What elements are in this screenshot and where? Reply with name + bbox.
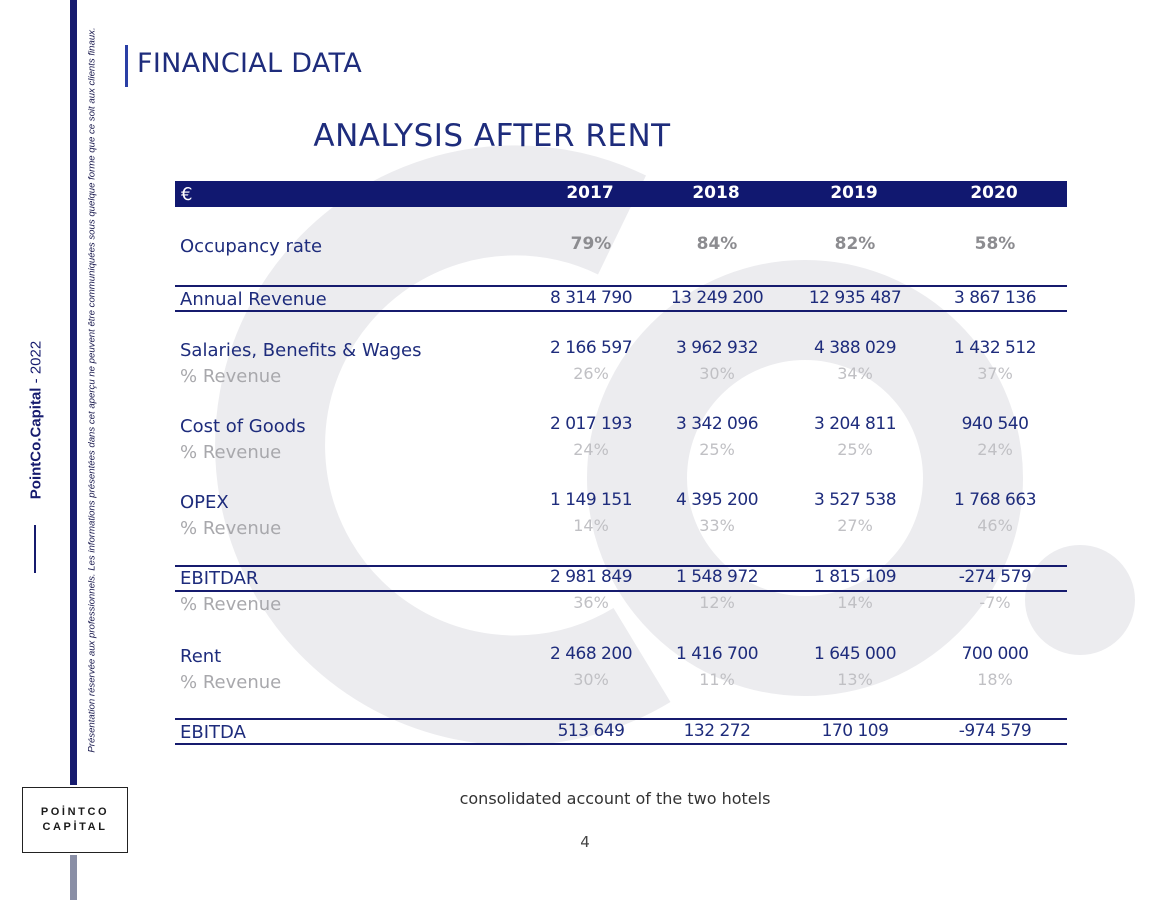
revenue-value: 3 867 136 xyxy=(953,288,1037,308)
ebitda-value: 170 109 xyxy=(821,721,889,741)
salaries-pct: 26% xyxy=(573,364,609,383)
cogs-value: 2 017 193 xyxy=(549,414,633,434)
salaries-value: 4 388 029 xyxy=(813,338,897,358)
brand-vertical-label: PointCo.Capital - 2022 xyxy=(28,341,45,499)
row-divider xyxy=(175,743,1067,745)
cogs-value: 3 204 811 xyxy=(813,414,897,434)
cogs-pct: 24% xyxy=(573,440,609,459)
logo-line-2: CAPİTAL xyxy=(42,821,108,833)
ebitdar-value: 2 981 849 xyxy=(549,567,633,587)
year-header: 2020 xyxy=(970,183,1018,203)
row-label-opex: OPEX xyxy=(180,492,229,513)
logo-line-1: POİNTCO xyxy=(40,806,110,818)
ebitda-value: 513 649 xyxy=(557,721,625,741)
rent-value: 2 468 200 xyxy=(549,644,633,664)
pct-revenue-label: % Revenue xyxy=(180,518,282,539)
cogs-value: 3 342 096 xyxy=(675,414,759,434)
ebitdar-pct: 12% xyxy=(699,593,735,612)
company-logo: POİNTCO CAPİTAL xyxy=(22,787,128,853)
opex-pct: 14% xyxy=(573,516,609,535)
year-header: 2019 xyxy=(830,183,878,203)
row-label-rent: Rent xyxy=(180,646,222,667)
row-divider xyxy=(175,590,1067,592)
pct-revenue-label: % Revenue xyxy=(180,594,282,615)
rent-value: 1 416 700 xyxy=(675,644,759,664)
cogs-pct: 25% xyxy=(837,440,873,459)
row-label-cost-of-goods: Cost of Goods xyxy=(180,416,306,437)
pct-revenue-label: % Revenue xyxy=(180,442,282,463)
occupancy-value: 58% xyxy=(974,234,1016,254)
row-label-ebitdar: EBITDAR xyxy=(180,568,259,589)
row-label-annual-revenue: Annual Revenue xyxy=(180,289,327,310)
ebitda-value: -974 579 xyxy=(958,721,1032,741)
opex-value: 4 395 200 xyxy=(675,490,759,510)
rent-pct: 13% xyxy=(837,670,873,689)
brand-divider xyxy=(34,525,36,573)
brand-separator: - xyxy=(27,378,45,384)
sidebar-accent-bar xyxy=(70,0,77,785)
table-header: € 2017 2018 2019 2020 xyxy=(175,181,1067,207)
opex-pct: 33% xyxy=(699,516,735,535)
cogs-pct: 24% xyxy=(977,440,1013,459)
sidebar-accent-bar-bottom xyxy=(70,855,77,900)
year-header: 2018 xyxy=(692,183,740,203)
salaries-pct: 37% xyxy=(977,364,1013,383)
year-header: 2017 xyxy=(566,183,614,203)
ebitdar-value: -274 579 xyxy=(958,567,1032,587)
cogs-pct: 25% xyxy=(699,440,735,459)
rent-pct: 18% xyxy=(977,670,1013,689)
title-accent-rule xyxy=(125,45,128,87)
row-divider xyxy=(175,310,1067,312)
pct-revenue-label: % Revenue xyxy=(180,366,282,387)
currency-symbol: € xyxy=(181,184,193,205)
cogs-value: 940 540 xyxy=(961,414,1029,434)
brand-name: PointCo.Capital xyxy=(27,387,45,500)
pct-revenue-label: % Revenue xyxy=(180,672,282,693)
salaries-value: 1 432 512 xyxy=(953,338,1037,358)
occupancy-value: 84% xyxy=(696,234,738,254)
opex-value: 1 768 663 xyxy=(953,490,1037,510)
row-divider xyxy=(175,565,1067,567)
salaries-pct: 34% xyxy=(837,364,873,383)
revenue-value: 8 314 790 xyxy=(549,288,633,308)
ebitdar-pct: 36% xyxy=(573,593,609,612)
footnote: consolidated account of the two hotels xyxy=(459,789,771,808)
ebitdar-value: 1 548 972 xyxy=(675,567,759,587)
ebitdar-pct: -7% xyxy=(979,593,1011,612)
occupancy-value: 79% xyxy=(570,234,612,254)
row-divider xyxy=(175,285,1067,287)
row-divider xyxy=(175,718,1067,720)
ebitda-value: 132 272 xyxy=(683,721,751,741)
revenue-value: 12 935 487 xyxy=(808,288,902,308)
rent-pct: 11% xyxy=(699,670,735,689)
occupancy-value: 82% xyxy=(834,234,876,254)
salaries-pct: 30% xyxy=(699,364,735,383)
ebitdar-pct: 14% xyxy=(837,593,873,612)
salaries-value: 3 962 932 xyxy=(675,338,759,358)
revenue-value: 13 249 200 xyxy=(670,288,764,308)
opex-pct: 27% xyxy=(837,516,873,535)
opex-value: 1 149 151 xyxy=(549,490,633,510)
rent-value: 1 645 000 xyxy=(813,644,897,664)
section-title: ANALYSIS AFTER RENT xyxy=(313,118,671,154)
rent-pct: 30% xyxy=(573,670,609,689)
watermark-dot-shape xyxy=(1025,545,1135,655)
row-label-ebitda: EBITDA xyxy=(180,722,246,743)
ebitdar-value: 1 815 109 xyxy=(813,567,897,587)
row-label-occupancy: Occupancy rate xyxy=(180,236,323,257)
row-label-salaries: Salaries, Benefits & Wages xyxy=(180,340,422,361)
rent-value: 700 000 xyxy=(961,644,1029,664)
brand-year: 2022 xyxy=(27,340,45,375)
opex-value: 3 527 538 xyxy=(813,490,897,510)
opex-pct: 46% xyxy=(977,516,1013,535)
page-title: FINANCIAL DATA xyxy=(137,48,363,79)
page-number: 4 xyxy=(580,833,590,851)
salaries-value: 2 166 597 xyxy=(549,338,633,358)
